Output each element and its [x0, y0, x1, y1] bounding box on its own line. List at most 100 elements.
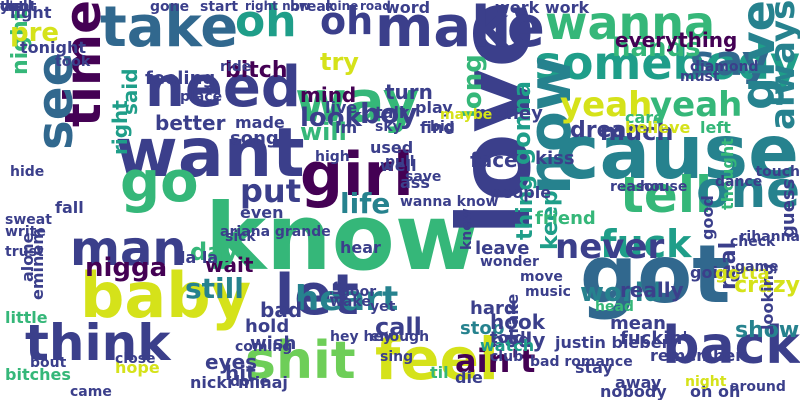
cloud-word: yet [370, 299, 396, 315]
cloud-word: diamond [690, 59, 759, 75]
cloud-word: watch [480, 336, 535, 355]
cloud-word: came [70, 384, 112, 400]
cloud-word: ain't [455, 342, 536, 380]
cloud-word: hit [225, 361, 256, 385]
cloud-word: yeah [650, 85, 743, 125]
cloud-word: head [595, 299, 634, 315]
cloud-word: sweat [5, 212, 52, 228]
cloud-word: stay [575, 358, 613, 377]
cloud-word: mind [300, 83, 357, 107]
cloud-word: trust [5, 244, 44, 260]
cloud-word: talk [375, 103, 410, 122]
cloud-word: done [230, 374, 270, 390]
cloud-word: dont [0, 0, 37, 15]
cloud-word: word [385, 0, 431, 17]
cloud-word: remember [650, 346, 744, 365]
cloud-word: oh oh [690, 382, 741, 400]
cloud-word: tonight [20, 38, 87, 57]
cloud-word: break [290, 0, 336, 15]
cloud-word: bitch [225, 58, 288, 83]
cloud-word: going [690, 263, 741, 282]
cloud-word: save [405, 169, 442, 185]
cloud-word: start [200, 0, 239, 15]
cloud-word: much [600, 118, 674, 146]
cloud-word: feel [375, 325, 499, 393]
cloud-word: better [155, 111, 226, 135]
cloud-word: little [5, 308, 48, 327]
cloud-word: show [735, 318, 800, 343]
cloud-word: im [335, 118, 358, 137]
cloud-word: wanna know [400, 194, 499, 210]
cloud-word: turn [385, 80, 433, 104]
cloud-word: kiss [535, 148, 575, 169]
cloud-word: game [735, 259, 779, 275]
cloud-word: hook [490, 310, 546, 334]
cloud-word: sing [380, 349, 414, 365]
cloud-word: move [520, 269, 563, 285]
cloud-word: hold [245, 316, 290, 337]
cloud-word: find [420, 118, 455, 137]
cloud-word: maybe [440, 107, 493, 123]
cloud-word: well [380, 156, 417, 175]
cloud-word: hey hey [330, 329, 393, 345]
cloud-word: hear [340, 238, 381, 257]
cloud-word: dream [570, 118, 650, 143]
cloud-word: still [185, 272, 244, 305]
cloud-word: bitches [5, 365, 71, 384]
cloud-word: baby [80, 259, 252, 332]
cloud-word: look [300, 103, 362, 133]
cloud-word: left [700, 118, 731, 137]
cloud-word: crazy [734, 273, 800, 298]
cloud-word: wake [330, 294, 371, 310]
cloud-word: hope [115, 358, 160, 377]
cloud-word: really [620, 278, 684, 302]
cloud-word: road [360, 0, 391, 13]
cloud-word: wanna [545, 0, 716, 50]
cloud-word: want [115, 114, 305, 193]
cloud-word: tell [620, 166, 713, 224]
cloud-word: leave [475, 238, 530, 259]
cloud-word: close [115, 351, 156, 367]
cloud-word: oh [235, 0, 297, 47]
cloud-word: away [615, 373, 662, 392]
cloud-word: sick [225, 229, 256, 245]
cloud-word: told [490, 328, 526, 347]
cloud-word: wait [205, 253, 254, 277]
cloud-word: la la [180, 248, 219, 267]
cloud-word: work work [495, 0, 590, 17]
cloud-word: used [370, 138, 414, 157]
cloud-word: care [625, 108, 665, 127]
cloud-word: live [325, 98, 358, 117]
cloud-word: somebody [534, 36, 800, 90]
cloud-word: house [640, 179, 688, 195]
cloud-word: body [490, 328, 546, 352]
cloud-word: shit [245, 331, 356, 391]
cloud-word: wonder [480, 254, 539, 270]
cloud-word: way [295, 70, 420, 135]
cloud-word: boy [360, 97, 418, 130]
cloud-word: pull [385, 154, 415, 170]
cloud-word: money [475, 103, 543, 124]
cloud-word: fuckin' [620, 328, 688, 349]
cloud-word: around [730, 379, 786, 395]
cloud-word: song [230, 128, 279, 149]
cloud-word: life [340, 187, 391, 220]
cloud-word: music [525, 284, 571, 300]
cloud-word: ass [400, 173, 430, 192]
cloud-word: made [235, 113, 285, 132]
cloud-word: need [145, 55, 301, 120]
cloud-word: know [205, 184, 480, 291]
cloud-word: bad [260, 298, 303, 322]
cloud-word: enough [370, 329, 430, 345]
cloud-word: will [300, 118, 347, 146]
cloud-word: fall [55, 198, 84, 217]
cloud-word: go [120, 150, 199, 215]
cloud-word: feeling [145, 68, 216, 89]
cloud-word: place [180, 89, 223, 105]
cloud-word: mine [325, 0, 359, 13]
cloud-word: say [690, 36, 770, 85]
cloud-word: drake [503, 293, 522, 345]
cloud-word: hands [612, 33, 701, 63]
cloud-word: nigga [85, 253, 168, 283]
cloud-word: play [415, 98, 453, 117]
